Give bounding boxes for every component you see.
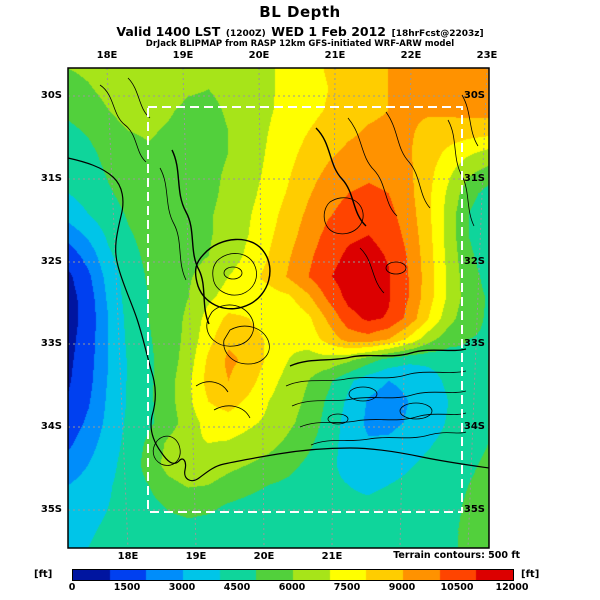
- bl-depth-color-field: [68, 68, 489, 548]
- colorbar-unit-right: [ft]: [521, 569, 540, 580]
- lon-label-bottom: 18E: [117, 551, 139, 562]
- lon-label-top: 19E: [172, 50, 194, 61]
- colorbar-tick: 10500: [440, 582, 474, 593]
- valid-zulu-time: (1200Z): [225, 29, 266, 39]
- lon-label-top: 18E: [96, 50, 118, 61]
- lat-label-left: 32S: [40, 256, 62, 267]
- lat-label-left: 35S: [40, 504, 62, 515]
- lon-label-top: 23E: [476, 50, 498, 61]
- model-attribution-line: DrJack BLIPMAP from RASP 12km GFS-initia…: [145, 39, 455, 49]
- lat-label-right: 34S: [463, 421, 485, 432]
- colorbar-tick: 4500: [223, 582, 251, 593]
- colorbar-tick: 3000: [168, 582, 196, 593]
- lat-label-right: 31S: [463, 173, 485, 184]
- lon-label-bottom: 19E: [185, 551, 207, 562]
- valid-time-line: Valid 1400 LST (1200Z) WED 1 Feb 2012 [1…: [0, 21, 600, 40]
- valid-prefix: Valid 1400 LST: [116, 24, 221, 39]
- lat-label-right: 33S: [463, 338, 485, 349]
- lat-label-left: 33S: [40, 338, 62, 349]
- colorbar-tick: 1500: [113, 582, 141, 593]
- lat-label-right: 35S: [463, 504, 485, 515]
- lat-label-left: 31S: [40, 173, 62, 184]
- page-title: BL Depth: [259, 3, 341, 21]
- colorbar-unit-left: [ft]: [34, 569, 53, 580]
- lon-label-top: 22E: [400, 50, 422, 61]
- lat-label-left: 30S: [40, 90, 62, 101]
- lat-label-right: 32S: [463, 256, 485, 267]
- colorbar-tick: 6000: [278, 582, 306, 593]
- lon-label-bottom: 20E: [253, 551, 275, 562]
- colorbar-tick: 9000: [388, 582, 416, 593]
- valid-date: WED 1 Feb 2012: [271, 24, 386, 39]
- colorbar-tick: 0: [68, 582, 76, 593]
- colorbar-tick: 12000: [495, 582, 529, 593]
- colorbar-tick: 7500: [333, 582, 361, 593]
- lon-label-bottom: 21E: [321, 551, 343, 562]
- lon-label-top: 21E: [324, 50, 346, 61]
- lat-label-right: 30S: [463, 90, 485, 101]
- colorbar: [72, 569, 514, 581]
- lat-label-left: 34S: [40, 421, 62, 432]
- terrain-contour-note: Terrain contours: 500 ft: [393, 550, 520, 561]
- forecast-hour-tag: [18hrFcst@2203z]: [391, 29, 484, 39]
- lon-label-top: 20E: [248, 50, 270, 61]
